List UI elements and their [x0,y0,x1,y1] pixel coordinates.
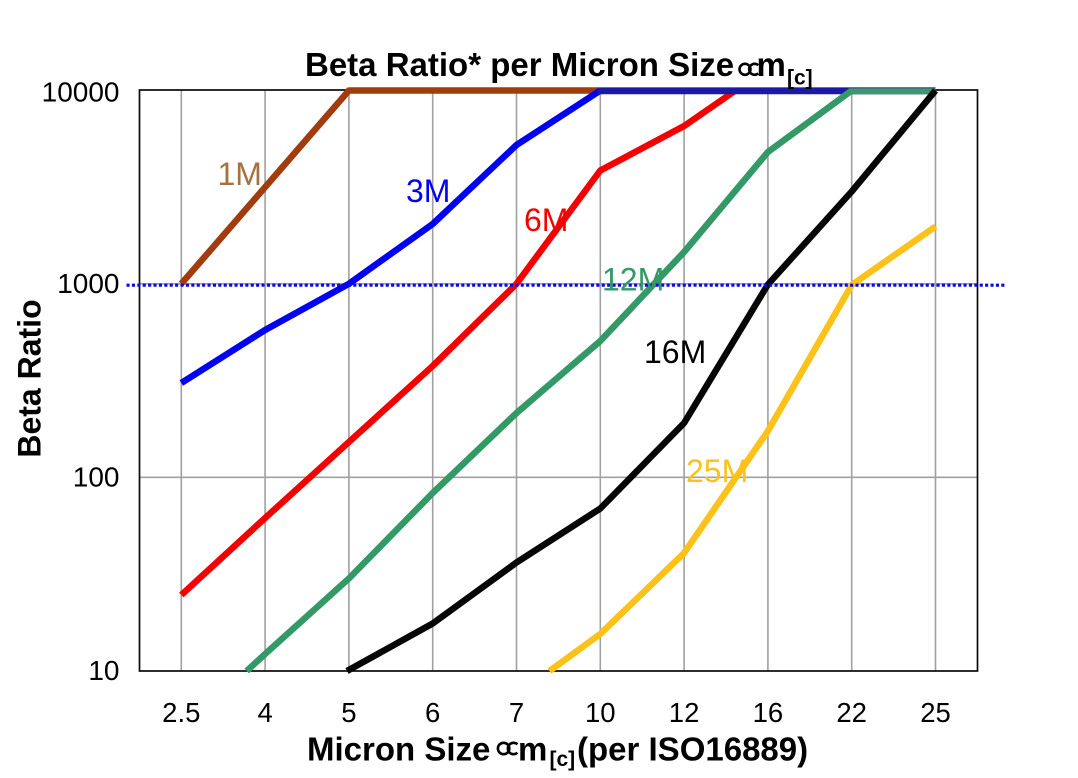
svg-text:Beta Ratio: Beta Ratio [12,299,48,457]
svg-text:7: 7 [509,697,524,728]
svg-text:[c]: [c] [787,67,813,90]
svg-text:6M: 6M [524,202,568,238]
svg-text:5: 5 [341,697,356,728]
svg-text:16M: 16M [644,334,706,370]
svg-text:6: 6 [425,697,440,728]
svg-text:25M: 25M [686,453,748,489]
svg-text:Beta Ratio* per Micron Size: Beta Ratio* per Micron Size [305,46,734,83]
svg-text:1M: 1M [218,156,262,192]
svg-text:m: m [757,46,786,83]
svg-text:3M: 3M [406,173,450,209]
svg-text:m: m [518,731,547,768]
svg-text:[c]: [c] [550,748,576,771]
svg-text:2.5: 2.5 [162,697,200,728]
svg-text:16: 16 [753,697,784,728]
svg-text:(per ISO16889): (per ISO16889) [577,731,808,768]
svg-text:Micron Size: Micron Size [307,731,490,768]
svg-text:12M: 12M [602,262,664,298]
svg-text:12: 12 [669,697,700,728]
svg-text:10: 10 [88,655,119,686]
svg-text:25: 25 [920,697,951,728]
svg-text:100: 100 [73,462,120,493]
svg-text:22: 22 [836,697,867,728]
svg-text:10: 10 [585,697,616,728]
svg-text:4: 4 [257,697,272,728]
svg-text:1000: 1000 [57,268,119,299]
svg-text:10000: 10000 [42,77,120,108]
